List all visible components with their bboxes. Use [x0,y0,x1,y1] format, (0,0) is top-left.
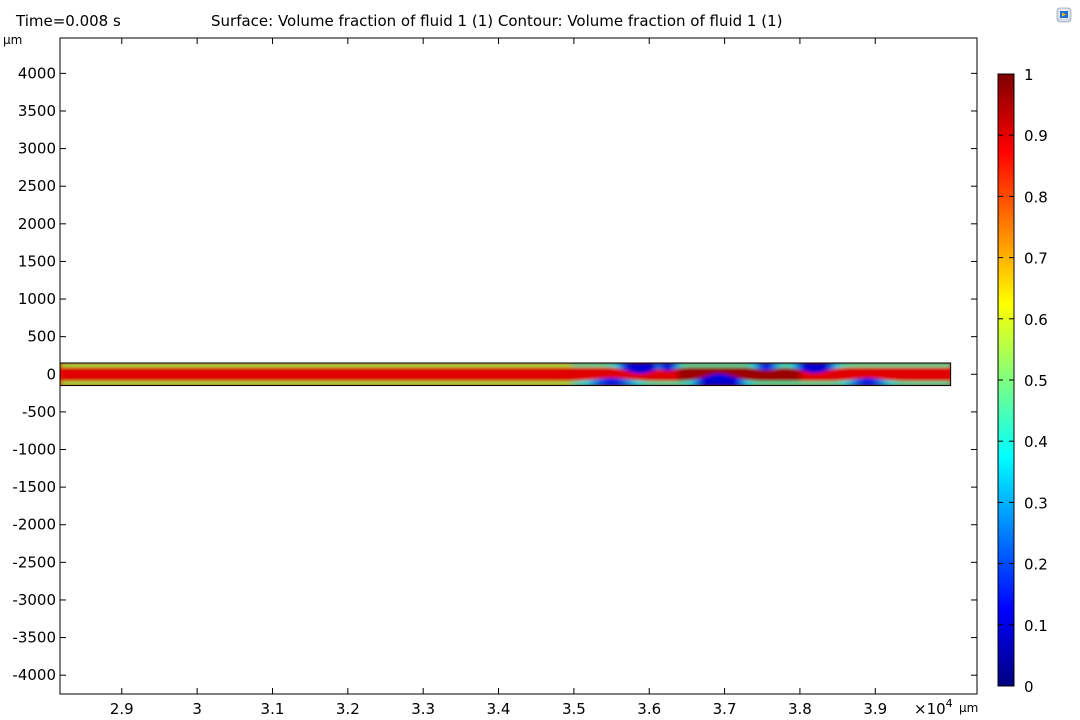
y-tick-label: -3000 [12,591,56,609]
plot-title: Surface: Volume fraction of fluid 1 (1) … [211,12,783,30]
channel-border [59,362,952,387]
y-tick-label: -1000 [12,441,56,459]
x-axis-multiplier: ×104 [914,697,953,718]
colorbar-tick-label: 0.1 [1024,617,1048,635]
x-multiplier-base: ×10 [914,700,946,718]
x-tick-label: 3.5 [562,700,586,718]
colorbar-tick-label: 0 [1024,678,1034,696]
y-tick-label: -3500 [12,629,56,647]
colorbar-tick-label: 0.7 [1024,250,1048,268]
y-tick-label: 1000 [18,290,56,308]
y-tick-label: -4000 [12,666,56,684]
x-multiplier-exponent: 4 [946,697,953,710]
y-tick-label: -1500 [12,478,56,496]
colorbar-tick-label: 1 [1024,66,1034,84]
y-tick-label: 3500 [18,102,56,120]
colorbar-tick-label: 0.5 [1024,372,1048,390]
colorbar-tick-label: 0.8 [1024,188,1048,206]
colorbar-tick-label: 0.6 [1024,311,1048,329]
x-axis-unit: µm [959,701,978,715]
x-tick-label: 2.9 [110,700,134,718]
colorbar-tick-label: 0.4 [1024,433,1048,451]
x-tick-label: 3.3 [411,700,435,718]
y-tick-label: 4000 [18,64,56,82]
colorbar-tick-label: 0.9 [1024,127,1048,145]
y-tick-label: 0 [46,365,56,383]
y-tick-label: -500 [22,403,56,421]
channel-shading [60,362,951,386]
x-axis: 2.9 3 3.1 3.2 3.3 3.4 3.5 3.6 3.7 3.8 3.9 [110,38,887,718]
time-label: Time=0.008 s [16,12,121,30]
x-tick-label: 3.4 [487,700,511,718]
y-tick-label: 500 [27,328,56,346]
x-tick-label: 3.8 [788,700,812,718]
x-tick-label: 3.7 [713,700,737,718]
y-tick-label: 2500 [18,177,56,195]
x-tick-label: 3.1 [261,700,285,718]
colorbar-tick-label: 0.3 [1024,494,1048,512]
colorbar-tick-label: 0.2 [1024,556,1048,574]
y-axis-unit: µm [3,33,22,47]
x-tick-label: 3 [192,700,202,718]
channel-surface [60,362,951,386]
y-tick-label: -2500 [12,553,56,571]
y-tick-label: 1500 [18,252,56,270]
graphics-window-icon[interactable] [1056,7,1072,23]
x-tick-label: 3.6 [637,700,661,718]
y-tick-label: -2000 [12,516,56,534]
y-tick-label: 2000 [18,215,56,233]
colorbar-ticks: 1 0.9 0.8 0.7 0.6 0.5 0.4 0.3 0.2 0.1 0 [998,66,1048,696]
y-axis: 4000 3500 3000 2500 2000 1500 1000 500 0 -500 -100… [12,64,977,684]
x-tick-label: 3.9 [863,700,887,718]
x-tick-label: 3.2 [336,700,360,718]
y-tick-label: 3000 [18,140,56,158]
